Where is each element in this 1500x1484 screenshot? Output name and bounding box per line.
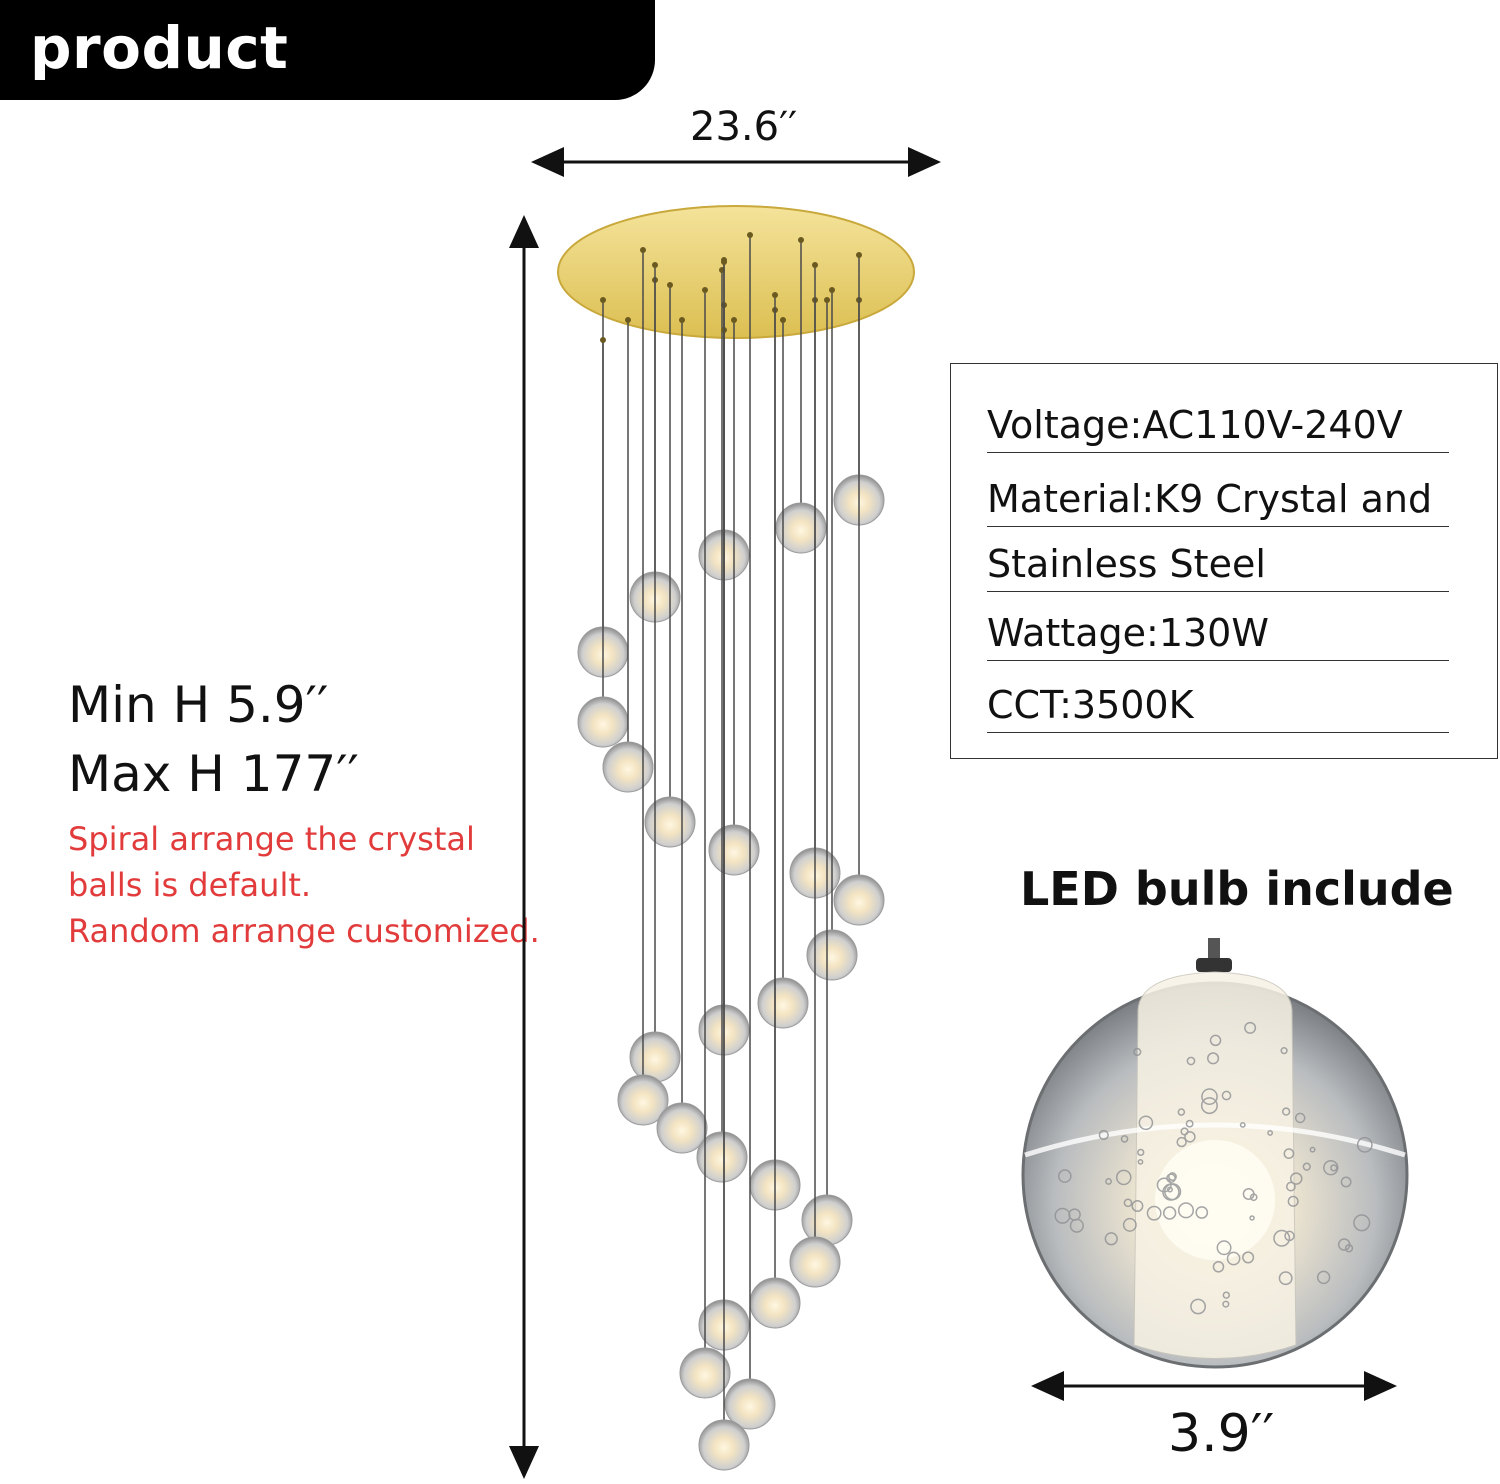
note-line-3: Random arrange customized. xyxy=(68,912,540,950)
crystal-ball xyxy=(644,796,696,848)
crystal-ball xyxy=(577,696,629,748)
arrangement-note: Spiral arrange the crystal balls is defa… xyxy=(68,816,540,954)
crystal-ball xyxy=(833,874,885,926)
spec-voltage: Voltage:AC110V-240V xyxy=(987,406,1449,453)
crystal-ball xyxy=(708,824,760,876)
spec-material-2: Stainless Steel xyxy=(987,545,1449,592)
max-height-label: Max H 177′′ xyxy=(68,745,359,803)
crystal-ball xyxy=(789,1236,841,1288)
note-line-2: balls is default. xyxy=(68,866,312,904)
crystal-ball xyxy=(656,1102,708,1154)
led-bulb-detail xyxy=(1021,938,1409,1369)
crystal-ball xyxy=(679,1347,731,1399)
spec-table: Voltage:AC110V-240V Material:K9 Crystal … xyxy=(950,363,1498,759)
crystal-ball xyxy=(724,1378,776,1430)
width-dimension-label: 23.6′′ xyxy=(690,104,798,150)
crystal-ball xyxy=(775,502,827,554)
crystal-ball xyxy=(749,1277,801,1329)
crystal-ball xyxy=(617,1074,669,1126)
spec-cct: CCT:3500K xyxy=(987,686,1449,733)
note-line-1: Spiral arrange the crystal xyxy=(68,820,475,858)
spec-wattage: Wattage:130W xyxy=(987,614,1449,661)
crystal-ball xyxy=(757,977,809,1029)
canopy xyxy=(557,205,915,339)
crystal-ball xyxy=(629,1031,681,1083)
crystal-ball xyxy=(602,741,654,793)
min-height-label: Min H 5.9′′ xyxy=(68,676,329,734)
led-bulb-title: LED bulb include xyxy=(1020,862,1454,916)
crystal-ball xyxy=(698,1419,750,1471)
pendant-group xyxy=(577,232,885,1471)
page-title: product specification xyxy=(0,0,655,178)
ball-diameter-label: 3.9′′ xyxy=(1168,1404,1275,1464)
spec-material-1: Material:K9 Crystal and xyxy=(987,480,1449,527)
crystal-ball xyxy=(806,929,858,981)
crystal-ball xyxy=(696,1131,748,1183)
